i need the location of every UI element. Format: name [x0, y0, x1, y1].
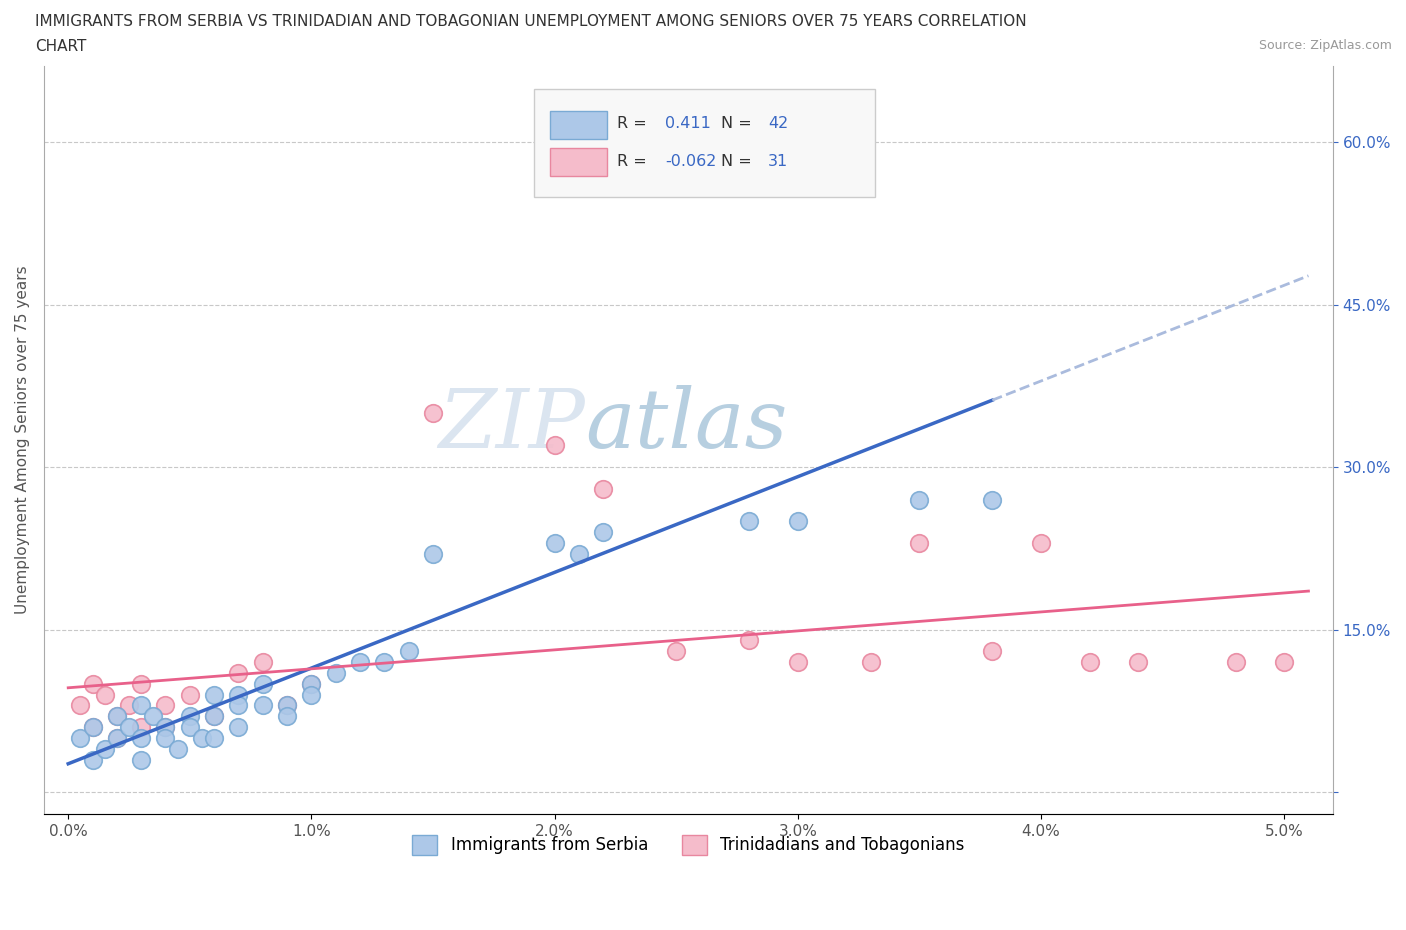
Point — [1128, 655, 1150, 670]
Point — [93, 741, 115, 756]
Text: R =: R = — [617, 116, 652, 131]
Point — [908, 492, 931, 507]
Point — [82, 752, 104, 767]
Text: atlas: atlas — [585, 385, 787, 465]
Point — [252, 655, 274, 670]
Point — [859, 655, 882, 670]
Point — [105, 709, 128, 724]
FancyBboxPatch shape — [550, 111, 607, 139]
Point — [69, 731, 91, 746]
Text: IMMIGRANTS FROM SERBIA VS TRINIDADIAN AND TOBAGONIAN UNEMPLOYMENT AMONG SENIORS : IMMIGRANTS FROM SERBIA VS TRINIDADIAN AN… — [35, 14, 1026, 29]
Point — [665, 644, 688, 658]
Point — [82, 720, 104, 735]
FancyBboxPatch shape — [550, 149, 607, 176]
Point — [202, 731, 225, 746]
Text: 0.411: 0.411 — [665, 116, 711, 131]
Point — [981, 492, 1004, 507]
Point — [118, 720, 141, 735]
Point — [179, 720, 201, 735]
Point — [1029, 536, 1052, 551]
Text: N =: N = — [720, 153, 756, 168]
Point — [105, 731, 128, 746]
Point — [252, 676, 274, 691]
Point — [738, 633, 761, 648]
Point — [908, 536, 931, 551]
Point — [276, 698, 298, 713]
Point — [592, 525, 614, 539]
Point — [276, 698, 298, 713]
FancyBboxPatch shape — [534, 88, 875, 197]
Point — [299, 687, 322, 702]
Point — [1225, 655, 1247, 670]
Point — [398, 644, 420, 658]
Point — [142, 709, 165, 724]
Point — [179, 709, 201, 724]
Point — [592, 482, 614, 497]
Text: CHART: CHART — [35, 39, 87, 54]
Point — [299, 676, 322, 691]
Point — [422, 405, 444, 420]
Text: 31: 31 — [768, 153, 789, 168]
Point — [93, 687, 115, 702]
Point — [118, 698, 141, 713]
Point — [129, 720, 152, 735]
Point — [129, 752, 152, 767]
Text: ZIP: ZIP — [439, 385, 585, 465]
Point — [786, 655, 808, 670]
Point — [568, 546, 591, 561]
Text: R =: R = — [617, 153, 652, 168]
Y-axis label: Unemployment Among Seniors over 75 years: Unemployment Among Seniors over 75 years — [15, 266, 30, 615]
Point — [179, 687, 201, 702]
Legend: Immigrants from Serbia, Trinidadians and Tobagonians: Immigrants from Serbia, Trinidadians and… — [406, 828, 972, 861]
Point — [276, 709, 298, 724]
Point — [129, 676, 152, 691]
Text: -0.062: -0.062 — [665, 153, 717, 168]
Point — [69, 698, 91, 713]
Point — [82, 676, 104, 691]
Text: N =: N = — [720, 116, 756, 131]
Point — [228, 698, 250, 713]
Point — [105, 709, 128, 724]
Point — [738, 513, 761, 528]
Point — [349, 655, 371, 670]
Point — [129, 698, 152, 713]
Point — [129, 731, 152, 746]
Point — [228, 687, 250, 702]
Point — [299, 676, 322, 691]
Point — [422, 546, 444, 561]
Text: 42: 42 — [768, 116, 789, 131]
Text: Source: ZipAtlas.com: Source: ZipAtlas.com — [1258, 39, 1392, 52]
Point — [82, 720, 104, 735]
Point — [228, 720, 250, 735]
Point — [252, 698, 274, 713]
Point — [155, 720, 177, 735]
Point — [373, 655, 395, 670]
Point — [202, 709, 225, 724]
Point — [325, 666, 347, 681]
Point — [155, 720, 177, 735]
Point — [191, 731, 214, 746]
Point — [981, 644, 1004, 658]
Point — [228, 666, 250, 681]
Point — [202, 687, 225, 702]
Point — [543, 536, 565, 551]
Point — [786, 513, 808, 528]
Point — [105, 731, 128, 746]
Point — [166, 741, 188, 756]
Point — [1272, 655, 1295, 670]
Point — [1078, 655, 1101, 670]
Point — [155, 731, 177, 746]
Point — [202, 709, 225, 724]
Point — [155, 698, 177, 713]
Point — [665, 167, 688, 182]
Point — [543, 438, 565, 453]
